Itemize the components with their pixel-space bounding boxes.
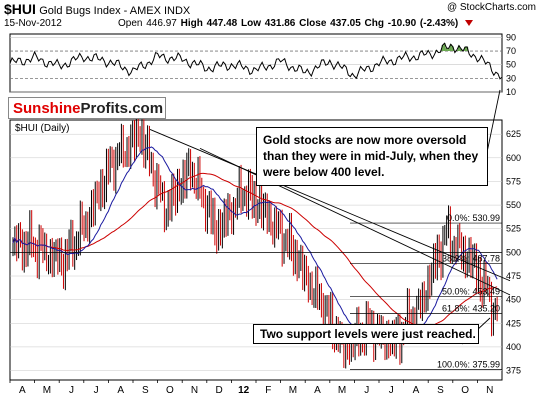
month-label: F (265, 385, 271, 396)
price-tick-label: 450 (506, 295, 521, 305)
rsi-line (9, 42, 503, 80)
month-label: N (486, 385, 493, 396)
month-label: A (413, 385, 420, 396)
rsi-tick-label: 70 (506, 46, 516, 56)
open-label: Open (118, 18, 143, 29)
close-value: 437.05 (330, 18, 361, 29)
chart-title: $HUI Gold Bugs Index - AMEX INDX (4, 1, 190, 17)
quote-stats: Open 446.97 High 447.48 Low 431.86 Close… (118, 18, 474, 29)
high-label: High (180, 18, 203, 29)
chg-label: Chg (364, 18, 384, 29)
close-label: Close (299, 18, 327, 29)
low-value: 431.86 (264, 18, 296, 29)
month-label: 12 (238, 385, 250, 396)
support-callout: Two support levels were just reached. (253, 324, 479, 344)
low-label: Low (241, 18, 261, 29)
trend-line-lower (199, 147, 511, 296)
logo-part-profits: Profits.com (80, 100, 164, 117)
month-label: A (19, 385, 26, 396)
month-label: D (215, 385, 222, 396)
fib-level-label: 50.0%: 453.49 (442, 286, 500, 296)
price-tick-label: 550 (506, 200, 521, 210)
month-label: A (314, 385, 321, 396)
rsi-tick-label: 90 (506, 32, 516, 42)
price-panel-label: $HUI (Daily) (15, 123, 70, 134)
price-tick-label: 475 (506, 271, 521, 281)
month-label: S (142, 385, 149, 396)
ticker-symbol: $HUI (4, 1, 36, 17)
sunshine-profits-logo: SunshineProfits.com (8, 97, 166, 119)
month-label: A (117, 385, 124, 396)
rsi-tick-label: 50 (506, 60, 516, 70)
price-tick-label: 425 (506, 318, 521, 328)
fib-level-label: 100.0%: 375.99 (437, 360, 500, 370)
month-label: J (94, 385, 99, 396)
price-tick-label: 400 (506, 342, 521, 352)
month-label: M (338, 385, 346, 396)
month-label: S (437, 385, 444, 396)
price-tick-label: 525 (506, 224, 521, 234)
chg-value: -10.90 (-2.43%) (387, 18, 459, 29)
month-label: J (364, 385, 369, 396)
month-label: J (69, 385, 74, 396)
price-tick-label: 575 (506, 176, 521, 186)
rsi-panel-frame (9, 33, 503, 93)
month-label: O (461, 385, 469, 396)
index-description: Gold Bugs Index - AMEX INDX (39, 5, 191, 17)
price-tick-label: 375 (506, 366, 521, 376)
month-label: N (191, 385, 198, 396)
open-value: 446.97 (146, 18, 177, 29)
price-tick-label: 600 (506, 153, 521, 163)
price-tick-label: 625 (506, 129, 521, 139)
month-label: J (389, 385, 394, 396)
oversold-callout: Gold stocks are now more oversold than t… (256, 127, 488, 186)
down-arrow-icon (465, 20, 474, 27)
quote-date: 15-Nov-2012 (4, 18, 62, 29)
price-tick-label: 500 (506, 247, 521, 257)
fib-level-label: 61.8%: 435.20 (442, 304, 500, 314)
rsi-tick-label: 30 (506, 73, 516, 83)
rsi-tick-label: 10 (506, 87, 516, 97)
month-label: M (289, 385, 297, 396)
logo-part-sunshine: Sunshine (13, 100, 81, 117)
high-value: 447.48 (206, 18, 238, 29)
trend-line-upper (149, 129, 511, 282)
fib-level-label: 38.2%: 487.78 (442, 254, 500, 264)
source-credit: @ StockCharts.com (446, 2, 536, 13)
month-label: M (43, 385, 51, 396)
month-label: O (166, 385, 174, 396)
fib-level-label: 0.0%: 530.99 (447, 213, 500, 223)
